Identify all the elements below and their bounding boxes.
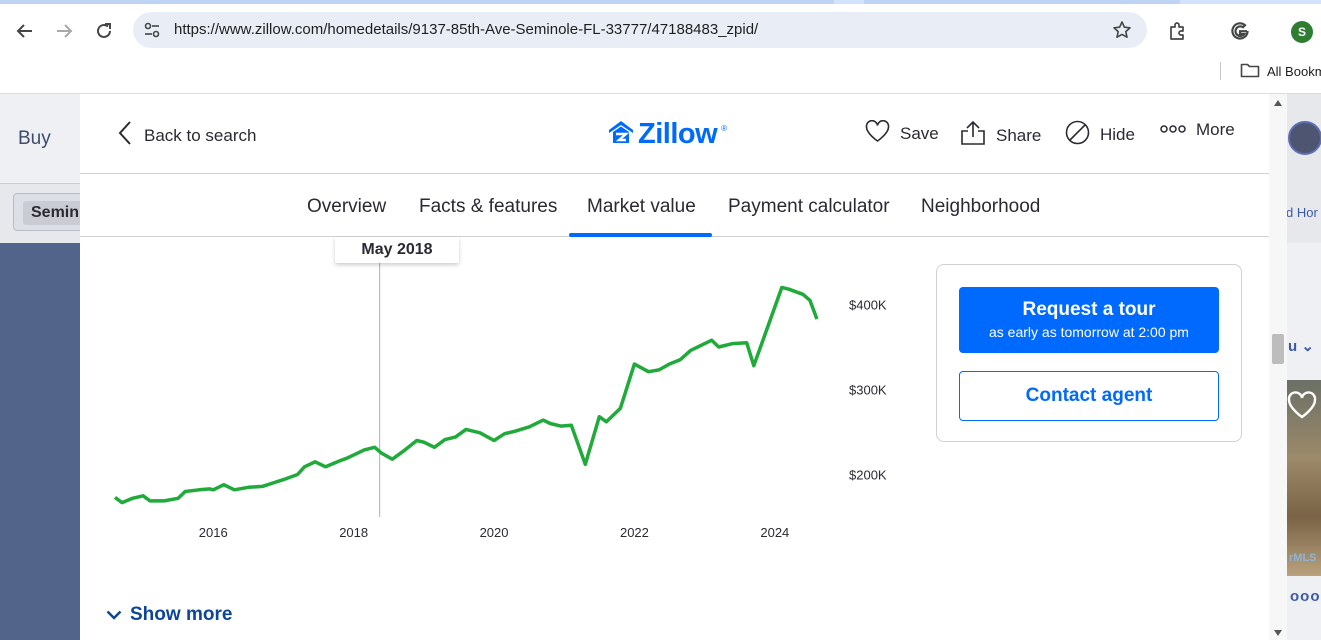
request-tour-subtitle: as early as tomorrow at 2:00 pm — [989, 324, 1189, 340]
bg-buy-link: Buy — [18, 128, 51, 149]
reload-icon[interactable] — [89, 16, 119, 46]
home-value-chart[interactable]: 2016 2018 2020 2022 2024 $200K $300K $400K — [100, 237, 920, 557]
save-label: Save — [900, 124, 939, 143]
active-tab-edge[interactable] — [0, 0, 834, 4]
chart-tooltip: May 2018 — [335, 237, 459, 263]
x-tick-label: 2018 — [339, 525, 368, 540]
heart-icon — [865, 119, 890, 148]
bg-sort-label: u ⌄ — [1288, 337, 1314, 355]
zillow-wordmark: Zillow — [638, 118, 718, 150]
scroll-up-arrow[interactable] — [1274, 100, 1282, 106]
bg-listing-photo — [1287, 380, 1321, 576]
hide-icon — [1065, 120, 1090, 150]
section-tabs: Overview Facts & features Market value P… — [80, 174, 1269, 237]
all-bookmarks-button[interactable]: All Bookm — [1240, 62, 1321, 81]
tab-payment-calculator[interactable]: Payment calculator — [728, 196, 890, 217]
url-text[interactable]: https://www.zillow.com/homedetails/9137-… — [174, 21, 759, 38]
bg-profile-icon — [1288, 121, 1321, 155]
share-icon — [960, 120, 986, 151]
more-label: More — [1196, 120, 1235, 139]
bookmarks-bar: All Bookm — [0, 56, 1321, 94]
show-more-button[interactable]: Show more — [106, 604, 232, 626]
home-details-modal: Back to search Zillow ® Save Share H — [80, 94, 1287, 640]
y-tick-label: $400K — [849, 298, 887, 313]
zillow-logo[interactable]: Zillow ® — [608, 118, 727, 151]
scroll-thumb[interactable] — [1272, 334, 1284, 364]
browser-toolbar: https://www.zillow.com/homedetails/9137-… — [0, 4, 1321, 56]
zillow-registered-mark: ® — [721, 124, 728, 133]
share-label: Share — [996, 125, 1042, 145]
hide-label: Hide — [1100, 125, 1135, 144]
profile-avatar[interactable]: S — [1291, 21, 1313, 43]
more-button[interactable]: More — [1160, 120, 1235, 140]
x-tick-label: 2024 — [760, 525, 789, 540]
all-bookmarks-label: All Bookm — [1267, 64, 1321, 79]
bookmarks-divider — [1220, 62, 1221, 80]
forward-arrow-icon[interactable] — [49, 16, 79, 46]
show-more-label: Show more — [130, 604, 233, 625]
bookmark-star-icon[interactable] — [1111, 19, 1133, 41]
tab-overview[interactable]: Overview — [307, 196, 387, 217]
tab-strip-edge — [0, 0, 1321, 4]
inactive-tab-edge[interactable] — [864, 0, 1180, 4]
more-dots-icon — [1160, 121, 1186, 139]
request-tour-title: Request a tour — [1022, 299, 1156, 320]
bg-right-header — [1287, 94, 1321, 243]
back-to-search-button[interactable]: Back to search — [118, 120, 256, 151]
bg-heart-icon — [1286, 390, 1318, 425]
bg-search-pill: Semin — [23, 201, 88, 225]
tab-market-value[interactable]: Market value — [587, 196, 696, 217]
bg-mls-logo: rMLS — [1289, 552, 1317, 564]
back-to-search-label: Back to search — [144, 125, 257, 145]
x-tick-label: 2016 — [199, 525, 228, 540]
extensions-icon[interactable] — [1165, 18, 1191, 44]
chevron-down-icon — [106, 604, 122, 626]
modal-scrollbar[interactable] — [1269, 94, 1287, 640]
value-series-line-0 — [113, 285, 819, 505]
site-info-icon[interactable] — [141, 19, 163, 41]
request-tour-button[interactable]: Request a tour as early as tomorrow at 2… — [959, 287, 1219, 353]
tab-neighborhood[interactable]: Neighborhood — [921, 196, 1041, 217]
x-tick-label: 2022 — [620, 525, 649, 540]
y-tick-label: $200K — [849, 468, 887, 483]
folder-icon — [1240, 62, 1260, 81]
hide-button[interactable]: Hide — [1065, 120, 1135, 150]
modal-header: Back to search Zillow ® Save Share H — [80, 94, 1269, 174]
chevron-left-icon — [118, 120, 132, 151]
address-bar[interactable]: https://www.zillow.com/homedetails/9137-… — [133, 12, 1147, 48]
active-tab-indicator — [569, 233, 712, 237]
y-tick-label: $300K — [849, 383, 887, 398]
contact-card: Request a tour as early as tomorrow at 2… — [936, 264, 1242, 442]
bg-more-dots: ooo — [1290, 588, 1321, 605]
tab-facts-features[interactable]: Facts & features — [419, 196, 558, 217]
chevron-down-icon: ⌄ — [1301, 338, 1314, 355]
google-icon[interactable] — [1227, 18, 1253, 44]
save-button[interactable]: Save — [865, 119, 939, 148]
x-tick-label: 2020 — [480, 525, 509, 540]
bg-sort-text: u — [1288, 338, 1298, 355]
zillow-house-icon — [608, 120, 634, 149]
share-button[interactable]: Share — [960, 120, 1041, 151]
back-arrow-icon[interactable] — [10, 16, 40, 46]
scroll-down-arrow[interactable] — [1274, 630, 1282, 636]
bg-add-home-link: d Hor — [1286, 205, 1318, 220]
contact-agent-button[interactable]: Contact agent — [959, 371, 1219, 421]
